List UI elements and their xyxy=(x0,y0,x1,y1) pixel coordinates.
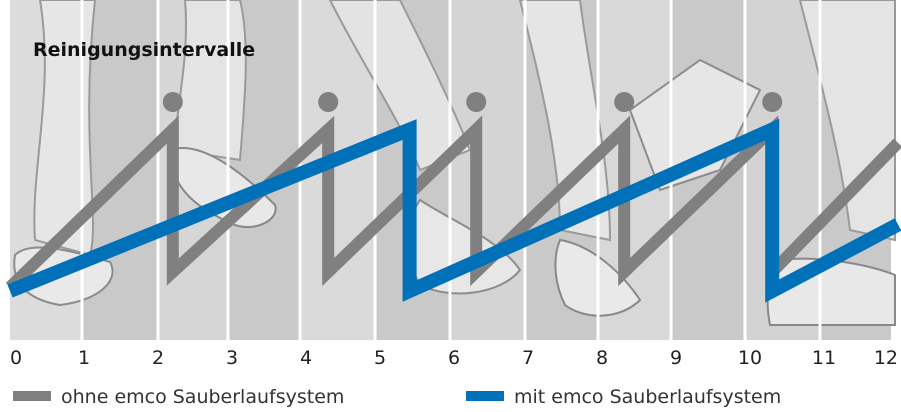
x-tick-label: 1 xyxy=(78,347,90,369)
cleaning-marker-4 xyxy=(762,92,783,112)
x-tick-label: 6 xyxy=(448,347,460,369)
x-tick-label: 11 xyxy=(812,347,836,369)
background-illustration xyxy=(10,0,896,340)
legend-label-0: ohne emco Sauberlaufsystem xyxy=(61,386,344,408)
x-tick-label: 8 xyxy=(596,347,608,369)
x-tick-label: 0 xyxy=(10,347,22,369)
cleaning-marker-0 xyxy=(162,92,183,112)
x-tick-label: 10 xyxy=(738,347,762,369)
x-tick-label: 3 xyxy=(226,347,238,369)
x-tick-label: 4 xyxy=(300,347,312,369)
chart-title: Reinigungsintervalle xyxy=(33,39,255,61)
legend-swatch-0 xyxy=(13,391,51,401)
x-tick-label: 5 xyxy=(374,347,386,369)
x-tick-label: 9 xyxy=(670,347,682,369)
cleaning-marker-1 xyxy=(318,92,339,112)
cleaning-marker-2 xyxy=(466,92,487,112)
legend-swatch-1 xyxy=(466,391,504,401)
cleaning-marker-3 xyxy=(614,92,635,112)
x-tick-label: 7 xyxy=(522,347,534,369)
legend-label-1: mit emco Sauberlaufsystem xyxy=(514,386,781,408)
series-line-1 xyxy=(7,118,901,303)
x-tick-label: 12 xyxy=(874,347,898,369)
x-tick-label: 2 xyxy=(152,347,164,369)
